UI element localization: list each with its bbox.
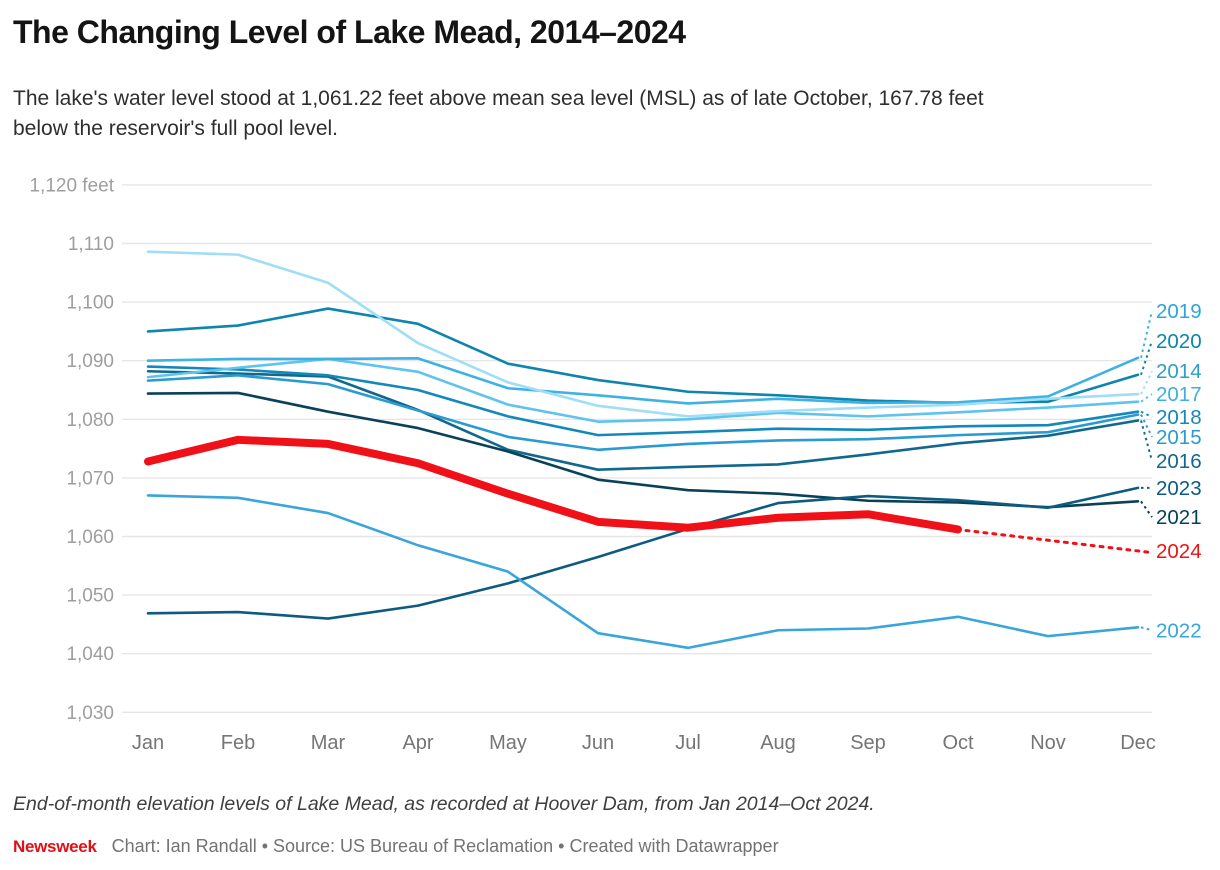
leader-dash-2016 xyxy=(1140,420,1153,462)
leader-dash-2021 xyxy=(1140,500,1153,518)
series-line-2022[interactable] xyxy=(146,494,1140,650)
y-axis-tick-label: 1,030 xyxy=(66,703,114,724)
y-axis-tick-label: 1,080 xyxy=(66,410,114,431)
x-axis-month-label: Feb xyxy=(221,732,255,754)
leader-dash-2019 xyxy=(1140,310,1153,358)
series-label-2018: 2018 xyxy=(1156,406,1202,429)
series-line-2015[interactable] xyxy=(146,374,1140,452)
leader-dash-2017 xyxy=(1140,393,1153,403)
chart-footnote: End-of-month elevation levels of Lake Me… xyxy=(13,793,875,815)
series-label-2023: 2023 xyxy=(1156,477,1202,500)
series-label-2017: 2017 xyxy=(1156,383,1202,406)
series-label-2014: 2014 xyxy=(1156,360,1202,383)
y-axis-tick-label: 1,090 xyxy=(66,351,114,372)
x-axis-month-label: Sep xyxy=(850,732,886,754)
series-label-2015: 2015 xyxy=(1156,426,1202,449)
x-axis-month-label: Nov xyxy=(1030,732,1066,754)
x-axis-month-label: Jul xyxy=(675,732,701,754)
series-line-2014[interactable] xyxy=(146,250,1140,418)
leader-dash-2020 xyxy=(1140,340,1153,376)
x-axis-month-label: May xyxy=(489,732,527,754)
series-label-2024: 2024 xyxy=(1156,540,1202,563)
newsweek-logo: Newsweek xyxy=(13,837,97,856)
series-line-2021[interactable] xyxy=(146,391,1140,509)
x-axis-month-label: Oct xyxy=(942,732,974,754)
leader-dash-2018 xyxy=(1140,410,1153,418)
series-line-2016[interactable] xyxy=(146,369,1140,471)
leader-dash-2022 xyxy=(1140,626,1153,632)
series-line-2019[interactable] xyxy=(146,356,1140,405)
y-axis-tick-label: 1,100 xyxy=(66,293,114,314)
series-line-2017[interactable] xyxy=(146,357,1140,423)
leader-dash-2015 xyxy=(1140,414,1153,438)
series-line-2020[interactable] xyxy=(146,307,1140,405)
x-axis-month-label: Dec xyxy=(1120,732,1156,754)
series-label-2016: 2016 xyxy=(1156,450,1202,473)
y-axis-tick-label: 1,110 xyxy=(68,234,114,255)
chart-credits: Chart: Ian Randall • Source: US Bureau o… xyxy=(111,836,779,856)
x-axis-month-label: Apr xyxy=(402,732,433,754)
x-axis-month-label: Jun xyxy=(582,732,614,754)
series-line-2024[interactable] xyxy=(144,435,962,534)
chart-byline: Newsweek Chart: Ian Randall • Source: US… xyxy=(13,836,1203,857)
x-axis-month-label: Jan xyxy=(132,732,164,754)
projection-dash-2024 xyxy=(964,528,1150,554)
series-label-2022: 2022 xyxy=(1156,619,1202,642)
y-axis-tick-label: 1,060 xyxy=(66,527,114,548)
y-axis-tick-label: 1,070 xyxy=(66,468,114,489)
series-label-2020: 2020 xyxy=(1156,330,1202,353)
series-label-2019: 2019 xyxy=(1156,300,1202,323)
y-axis-tick-label: 1,040 xyxy=(66,644,114,665)
series-line-2018[interactable] xyxy=(146,365,1140,437)
chart-subtitle: The lake's water level stood at 1,061.22… xyxy=(13,87,984,140)
chart-title: The Changing Level of Lake Mead, 2014–20… xyxy=(13,14,686,50)
leader-dash-2014 xyxy=(1140,370,1153,395)
y-axis-tick-label: 1,120 feet xyxy=(29,175,114,196)
series-label-2021: 2021 xyxy=(1156,506,1202,529)
x-axis-month-label: Mar xyxy=(311,732,346,754)
x-axis-month-label: Aug xyxy=(760,732,796,754)
y-axis-tick-label: 1,050 xyxy=(66,586,114,607)
series-line-2023[interactable] xyxy=(146,486,1140,620)
